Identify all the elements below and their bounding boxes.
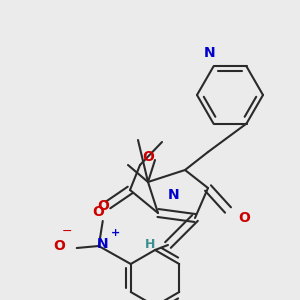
Text: O: O [97,199,109,213]
Text: O: O [53,239,65,253]
Text: H: H [145,238,155,251]
Text: O: O [238,211,250,225]
Text: −: − [61,225,72,238]
Text: +: + [111,228,120,238]
Text: O: O [92,205,104,219]
Text: N: N [168,188,180,202]
Text: N: N [97,237,109,251]
Text: O: O [142,150,154,164]
Text: N: N [204,46,215,60]
